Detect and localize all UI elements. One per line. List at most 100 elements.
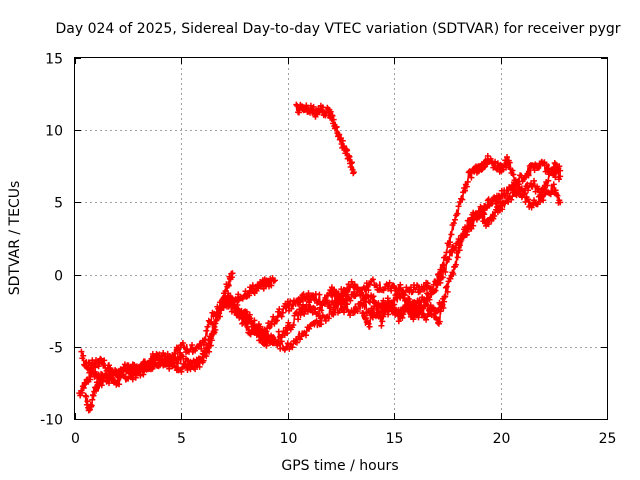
data-point-marker [380, 287, 387, 294]
data-point-marker [82, 379, 89, 386]
data-point-marker [436, 318, 443, 325]
data-point-marker [108, 375, 115, 381]
data-point-marker [549, 170, 556, 177]
data-point-marker [362, 285, 369, 292]
data-point-marker [439, 274, 446, 281]
data-point-marker [202, 337, 209, 344]
data-point-marker [371, 303, 378, 310]
data-point-marker [234, 306, 241, 313]
data-point-marker [283, 324, 289, 331]
data-point-marker [102, 372, 109, 379]
data-point-marker [401, 292, 408, 299]
data-point-marker [231, 303, 238, 310]
data-point-marker [318, 307, 325, 314]
data-point-marker [283, 304, 290, 311]
data-point-marker [215, 309, 222, 316]
data-point-marker [348, 278, 355, 285]
data-point-marker [179, 340, 186, 346]
data-point-marker [328, 284, 335, 291]
data-point-marker [447, 239, 454, 246]
data-point-marker [386, 301, 393, 308]
data-point-marker [273, 317, 280, 324]
data-point-marker [270, 313, 277, 320]
data-point-marker [544, 182, 551, 189]
data-point-marker [484, 153, 491, 159]
data-point-marker [463, 228, 470, 235]
data-point-marker [433, 315, 440, 322]
data-point-marker [447, 275, 454, 282]
data-point-marker [336, 296, 343, 303]
data-point-marker [299, 292, 306, 299]
data-point-marker [362, 299, 369, 306]
data-point-marker [143, 366, 150, 373]
data-point-marker [437, 308, 444, 315]
data-point-marker [432, 278, 439, 285]
data-layer [76, 101, 564, 414]
data-point-marker [556, 163, 563, 170]
data-point-marker [176, 349, 183, 356]
data-point-marker [92, 384, 99, 391]
data-point-marker [138, 361, 145, 368]
data-point-marker [126, 364, 133, 371]
data-point-marker [109, 376, 116, 383]
data-point-marker [289, 344, 296, 351]
data-point-marker [395, 318, 402, 325]
data-point-marker [425, 307, 432, 314]
data-point-marker [556, 176, 562, 183]
data-point-marker [508, 196, 515, 203]
data-point-marker [204, 323, 211, 330]
data-point-marker [516, 184, 523, 191]
data-point-marker [229, 270, 236, 277]
data-point-marker [365, 298, 372, 305]
data-point-marker [179, 353, 186, 360]
data-point-marker [394, 288, 401, 295]
data-point-marker [184, 357, 191, 364]
data-point-marker [342, 292, 349, 299]
data-point-marker [333, 123, 340, 130]
data-point-marker [454, 254, 461, 261]
data-point-marker [304, 308, 311, 315]
data-point-marker [400, 288, 407, 295]
data-point-marker [388, 287, 395, 294]
data-point-marker [485, 221, 492, 228]
data-point-marker [302, 105, 309, 112]
data-point-marker [509, 167, 516, 174]
data-point-marker [409, 306, 416, 313]
y-tick-label: 5 [54, 196, 63, 212]
data-point-marker [525, 172, 532, 179]
data-point-marker [263, 277, 270, 284]
data-point-marker [464, 178, 471, 185]
data-point-marker [203, 353, 210, 360]
data-point-marker [287, 341, 294, 348]
data-point-marker [458, 195, 465, 202]
data-point-marker [287, 298, 294, 305]
data-point-marker [540, 188, 547, 195]
data-point-marker [346, 153, 353, 160]
data-point-marker [248, 285, 255, 292]
data-point-marker [336, 131, 343, 138]
data-point-marker [442, 254, 449, 261]
data-point-marker [196, 341, 203, 348]
data-point-marker [363, 280, 370, 287]
data-point-marker [196, 363, 203, 370]
data-point-marker [347, 312, 354, 319]
data-point-marker [427, 310, 434, 317]
data-point-marker [405, 295, 412, 302]
data-point-marker [170, 354, 177, 361]
data-point-marker [523, 183, 530, 190]
data-point-marker [95, 363, 102, 370]
data-point-marker [397, 281, 404, 288]
data-point-marker [432, 307, 439, 314]
data-point-marker [427, 302, 434, 309]
data-point-marker [300, 291, 307, 298]
data-point-marker [293, 339, 300, 346]
data-point-marker [351, 281, 358, 288]
data-point-marker [296, 109, 302, 116]
data-point-marker [416, 299, 423, 305]
data-point-marker [397, 294, 404, 301]
data-point-marker [379, 318, 386, 325]
data-point-marker [353, 291, 360, 298]
data-point-marker [540, 160, 547, 167]
data-point-marker [442, 284, 449, 291]
